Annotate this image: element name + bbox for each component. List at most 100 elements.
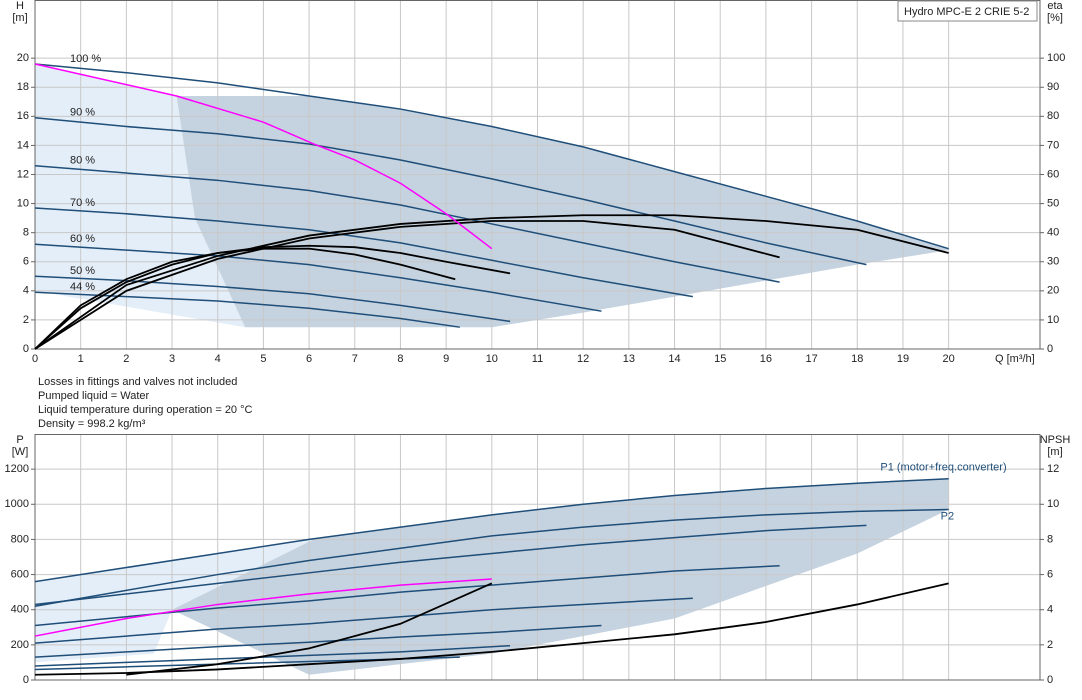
- series-line: [34, 524, 867, 606]
- x-tick-label: 10: [486, 353, 498, 365]
- x-tick-label: 5: [260, 353, 266, 365]
- y2-tick-label: 40: [1047, 227, 1059, 239]
- x-tick-label: 3: [169, 353, 175, 365]
- x-axis-label: Q [m³/h]: [995, 353, 1035, 365]
- series-line: [34, 597, 693, 644]
- series-line: [34, 247, 456, 350]
- series-line: [34, 275, 511, 323]
- y-tick-label: 2: [23, 314, 29, 326]
- series-line: [34, 508, 949, 607]
- y2-axis-label: eta: [1047, 0, 1063, 12]
- x-tick-label: 6: [306, 353, 312, 365]
- y2-tick-label: 100: [1047, 52, 1065, 64]
- series-line: [34, 220, 780, 350]
- y-tick-label: 8: [23, 227, 29, 239]
- x-tick-label: 16: [760, 353, 772, 365]
- y2-tick-label: 60: [1047, 168, 1059, 180]
- speed-label: 80 %: [70, 155, 95, 167]
- y2-tick-label: 30: [1047, 256, 1059, 268]
- series-line: [34, 63, 949, 250]
- series-line: [34, 578, 492, 637]
- y2-tick-label: 90: [1047, 81, 1059, 93]
- x-tick-label: 17: [805, 353, 817, 365]
- series-line: [34, 243, 602, 312]
- y2-tick-label: 4: [1047, 604, 1053, 616]
- y-tick-label: 10: [17, 197, 29, 209]
- series-line: [34, 624, 602, 658]
- y2-tick-label: 0: [1047, 674, 1053, 686]
- y2-tick-label: 2: [1047, 639, 1053, 651]
- y-axis-unit: [W]: [12, 446, 29, 458]
- speed-label: 100 %: [70, 53, 101, 65]
- note: Density = 998.2 kg/m³: [38, 418, 146, 430]
- series-label: P2: [941, 510, 954, 522]
- note: Losses in fittings and valves not includ…: [38, 376, 237, 388]
- operating-area: [172, 478, 949, 675]
- chart-title: Hydro MPC-E 2 CRIE 5-2: [904, 6, 1029, 18]
- note: Pumped liquid = Water: [38, 390, 150, 402]
- series-line: [34, 63, 493, 250]
- y-tick-label: 16: [17, 110, 29, 122]
- y-tick-label: 0: [23, 343, 29, 355]
- series-line: [34, 214, 949, 350]
- y-tick-label: 1000: [5, 498, 29, 510]
- speed-label: 44 %: [70, 281, 95, 293]
- y2-tick-label: 70: [1047, 139, 1059, 151]
- y2-tick-label: 6: [1047, 568, 1053, 580]
- series-line: [34, 244, 511, 350]
- x-tick-label: 13: [623, 353, 635, 365]
- y-tick-label: 1200: [5, 463, 29, 475]
- x-tick-label: 12: [577, 353, 589, 365]
- y-tick-label: 12: [17, 168, 29, 180]
- y2-tick-label: 10: [1047, 498, 1059, 510]
- operating-area: [176, 95, 949, 328]
- y-tick-label: 20: [17, 52, 29, 64]
- x-tick-label: 4: [215, 353, 221, 365]
- y-axis-unit: [m]: [12, 12, 27, 24]
- series-line: [34, 478, 949, 583]
- y2-tick-label: 12: [1047, 463, 1059, 475]
- y2-tick-label: 80: [1047, 110, 1059, 122]
- x-tick-label: 11: [532, 353, 543, 365]
- y-tick-label: 6: [23, 256, 29, 268]
- series-line: [34, 117, 867, 266]
- x-tick-label: 0: [32, 353, 38, 365]
- y2-tick-label: 8: [1047, 533, 1053, 545]
- y-tick-label: 600: [11, 568, 29, 580]
- y-tick-label: 800: [11, 533, 29, 545]
- x-tick-label: 2: [123, 353, 129, 365]
- y2-tick-label: 20: [1047, 285, 1059, 297]
- note: Liquid temperature during operation = 20…: [38, 404, 253, 416]
- series-line: [126, 582, 493, 676]
- x-tick-label: 19: [897, 353, 909, 365]
- speed-label: 50 %: [70, 265, 95, 277]
- y-tick-label: 0: [23, 674, 29, 686]
- y2-tick-label: 10: [1047, 314, 1059, 326]
- y-tick-label: 4: [23, 285, 29, 297]
- y-tick-label: 18: [17, 81, 29, 93]
- y2-axis-unit: [m]: [1047, 446, 1062, 458]
- y-tick-label: 400: [11, 604, 29, 616]
- speed-label: 70 %: [70, 197, 95, 209]
- plot-frame: [34, 434, 1041, 681]
- y-tick-label: 14: [17, 139, 29, 151]
- speed-label: 90 %: [70, 107, 95, 119]
- x-tick-label: 1: [78, 353, 84, 365]
- title-box: [897, 0, 1038, 22]
- y2-tick-label: 50: [1047, 197, 1059, 209]
- speed-label: 60 %: [70, 233, 95, 245]
- x-tick-label: 14: [668, 353, 680, 365]
- series-line: [34, 165, 780, 283]
- x-tick-label: 18: [851, 353, 863, 365]
- series-line: [34, 207, 693, 298]
- x-tick-label: 8: [397, 353, 403, 365]
- y2-axis-label: NPSH: [1040, 434, 1071, 446]
- series-line: [34, 582, 949, 676]
- x-tick-label: 20: [943, 353, 955, 365]
- series-label: P1 (motor+freq.converter): [880, 462, 1006, 474]
- x-tick-label: 15: [714, 353, 726, 365]
- y-axis-label: P: [16, 434, 23, 446]
- x-tick-label: 7: [352, 353, 358, 365]
